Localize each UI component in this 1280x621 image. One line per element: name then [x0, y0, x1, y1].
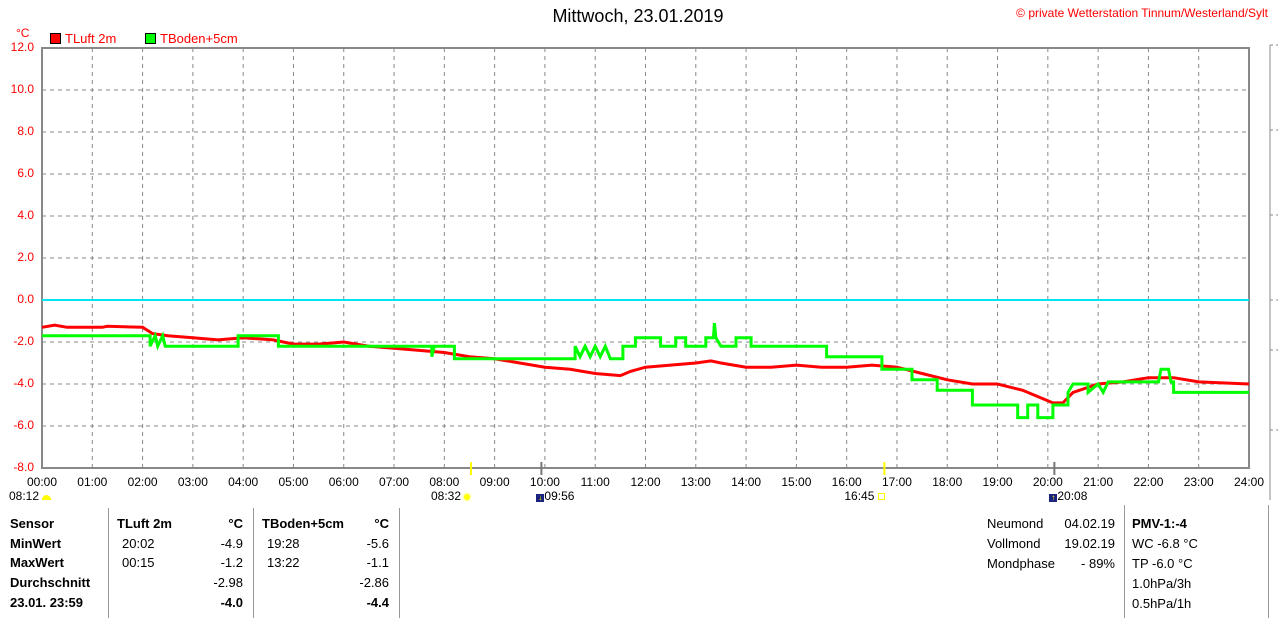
legend-label: TLuft 2m	[65, 31, 117, 46]
legend-swatch-red	[50, 33, 61, 44]
series-line-tboden	[42, 322, 1249, 420]
x-tick-label: 07:00	[379, 475, 410, 489]
x-tick-label: 11:00	[580, 475, 610, 489]
astro-event-sunset: 16:45	[844, 489, 885, 503]
moon-value: 19.02.19	[1064, 536, 1115, 551]
current-value: -4.4	[366, 595, 389, 610]
x-tick-label: 20:00	[1032, 475, 1063, 489]
row-label: Durchschnitt	[10, 575, 91, 590]
y-tick-label: -6.0	[13, 418, 34, 432]
moon-label: Neumond	[987, 516, 1044, 531]
sensor-unit: °C	[374, 516, 389, 531]
astro-time: 16:45	[844, 489, 875, 503]
moonrise-icon: ↑	[1049, 493, 1058, 502]
max-time: 13:22	[267, 555, 300, 570]
x-tick-label: 04:00	[228, 475, 259, 489]
legend-tluft: TLuft 2m	[50, 31, 116, 46]
sensor-name: TLuft 2m	[117, 516, 172, 531]
x-tick-label: 17:00	[881, 475, 912, 489]
min-value: -4.9	[220, 536, 243, 551]
x-tick-label: 18:00	[932, 475, 963, 489]
row-label: MinWert	[10, 536, 62, 551]
min-value: -5.6	[366, 536, 389, 551]
y-tick-label: -2.0	[13, 334, 34, 348]
current-value: -4.0	[220, 595, 243, 610]
copyright: © private Wetterstation Tinnum/Westerlan…	[1016, 6, 1268, 20]
x-tick-label: 02:00	[127, 475, 158, 489]
chart-plot	[41, 44, 1278, 500]
max-value: -1.2	[220, 555, 243, 570]
chart-title: Mittwoch, 23.01.2019	[552, 6, 724, 26]
row-label: Sensor	[10, 516, 55, 531]
avg-value: -2.86	[359, 575, 389, 590]
row-label: MaxWert	[10, 555, 64, 570]
moon-label: Mondphase	[987, 556, 1055, 571]
x-tick-label: 13:00	[680, 475, 711, 489]
x-tick-label: 24:00	[1233, 475, 1265, 489]
astro-event-sun: 08:32	[430, 489, 471, 503]
astro-event-moonset: ↓ 09:56	[536, 490, 574, 503]
y-tick-label: -4.0	[13, 376, 34, 390]
avg-value: -2.98	[213, 575, 243, 590]
x-tick-label: 06:00	[328, 475, 359, 489]
x-tick-label: 10:00	[529, 475, 560, 489]
extra-value: TP -6.0 °C	[1132, 556, 1193, 571]
legend-swatch-green	[145, 33, 156, 44]
y-tick-label: 6.0	[17, 166, 34, 180]
extra-value: PMV-1:-4	[1132, 516, 1187, 531]
max-value: -1.1	[366, 555, 389, 570]
moon-value: - 89%	[1081, 556, 1115, 571]
extra-value: 0.5hPa/1h	[1132, 596, 1192, 611]
x-tick-label: 00:00	[26, 475, 58, 489]
x-tick-label: 01:00	[77, 475, 108, 489]
moon-value: 04.02.19	[1064, 516, 1115, 531]
x-tick-label: 03:00	[177, 475, 208, 489]
x-tick-label: 16:00	[831, 475, 862, 489]
min-time: 19:28	[267, 536, 300, 551]
y-tick-label: 4.0	[17, 208, 34, 222]
moonset-icon: ↓	[536, 493, 545, 502]
extra-value: 1.0hPa/3h	[1132, 576, 1192, 591]
sun-icon	[464, 489, 471, 503]
extra-value: WC -6.8 °C	[1132, 536, 1198, 551]
min-time: 20:02	[122, 536, 155, 551]
x-tick-label: 19:00	[982, 475, 1013, 489]
y-tick-label: 12.0	[10, 40, 34, 54]
x-tick-label: 23:00	[1183, 475, 1214, 489]
y-tick-label: 10.0	[10, 82, 34, 96]
astro-time: 09:56	[544, 489, 575, 503]
x-tick-label: 08:00	[429, 475, 460, 489]
x-tick-label: 05:00	[278, 475, 309, 489]
sensor-name: TBoden+5cm	[262, 516, 344, 531]
sunrise-icon	[42, 489, 52, 503]
y-unit: °C	[16, 26, 30, 40]
x-tick-label: 15:00	[781, 475, 812, 489]
astro-time: 20:08	[1057, 489, 1088, 503]
astro-time: 08:12	[9, 489, 40, 503]
x-tick-label: 22:00	[1133, 475, 1164, 489]
x-tick-label: 14:00	[731, 475, 762, 489]
x-tick-label: 12:00	[630, 475, 661, 489]
series-line-tluft	[41, 323, 1250, 405]
plot-frame	[41, 47, 1250, 469]
astro-time: 08:32	[430, 489, 462, 503]
astro-event-moonrise: ↑ 20:08	[1049, 490, 1087, 503]
max-time: 00:15	[122, 555, 155, 570]
moon-label: Vollmond	[987, 536, 1041, 551]
sensor-unit: °C	[228, 516, 243, 531]
legend-label: TBoden+5cm	[160, 31, 238, 46]
x-tick-label: 09:00	[479, 475, 510, 489]
y-tick-label: 0.0	[17, 292, 34, 306]
legend-tboden: TBoden+5cm	[145, 31, 238, 46]
row-label: 23.01. 23:59	[10, 595, 84, 610]
y-tick-label: 2.0	[17, 250, 34, 264]
y-tick-label: 8.0	[17, 124, 34, 138]
astro-event-sunrise: 08:12	[9, 489, 52, 503]
y-tick-label: -8.0	[13, 460, 34, 474]
x-tick-label: 21:00	[1083, 475, 1114, 489]
sunset-icon	[877, 489, 885, 503]
